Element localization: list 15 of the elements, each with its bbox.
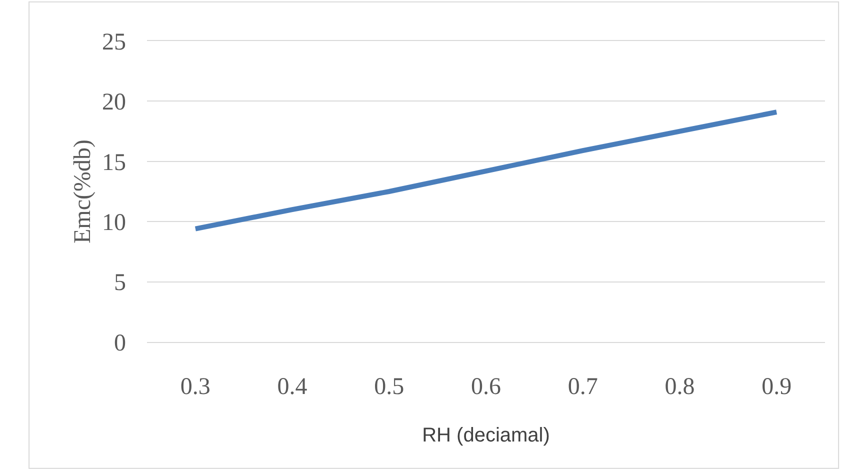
x-tick-label: 0.3 [180,374,210,400]
y-tick-label: 0 [114,330,126,356]
y-tick-label: 15 [102,150,126,176]
x-axis-title: RH (deciamal) [422,424,550,446]
y-axis-title: Emc(%db) [70,140,96,244]
x-tick-label: 0.9 [762,374,792,400]
x-tick-label: 0.5 [374,374,404,400]
x-tick-label: 0.8 [664,374,695,400]
y-tick-label: 10 [102,210,126,236]
y-tick-label: 5 [114,270,126,296]
y-tick-label: 20 [102,90,126,116]
x-tick-label: 0.4 [277,374,308,400]
x-tick-label: 0.6 [471,374,501,400]
y-tick-label: 25 [102,29,126,56]
x-tick-label: 0.7 [568,374,598,400]
